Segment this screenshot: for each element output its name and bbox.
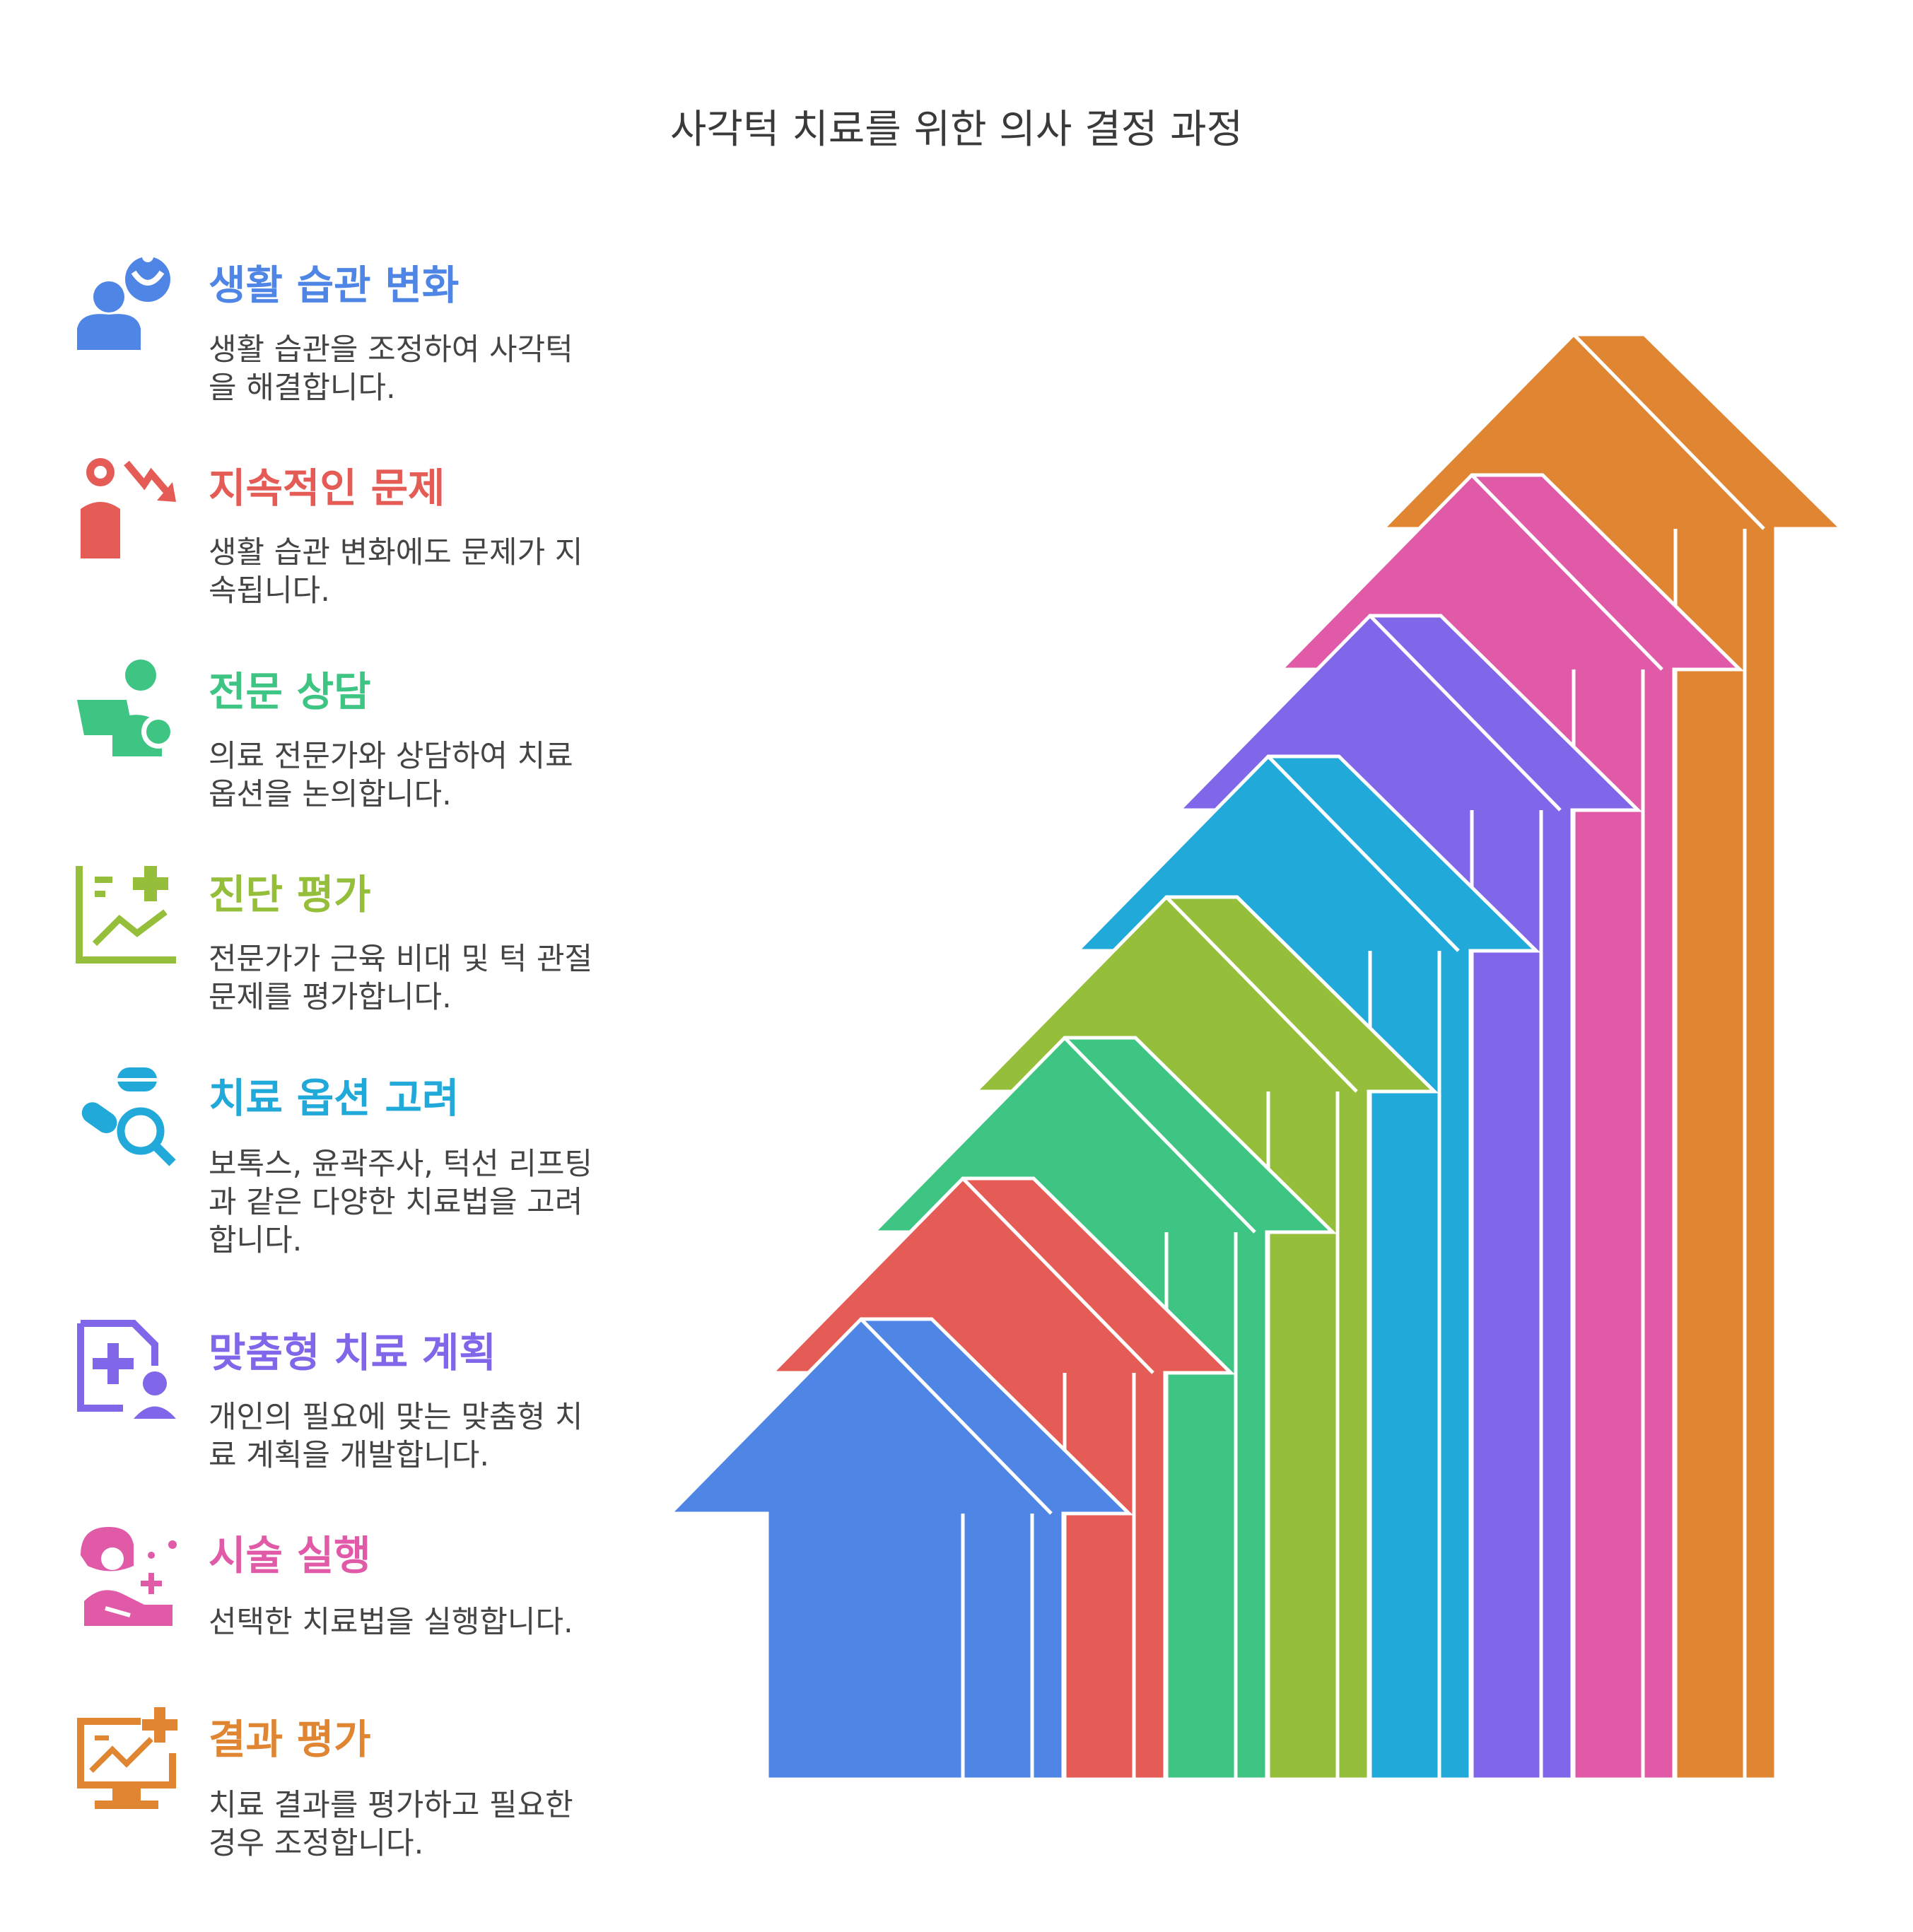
arrow-step-1 (666, 1317, 1134, 1781)
page-title: 사각턱 치료를 위한 의사 결정 과정 (669, 107, 1244, 153)
step-title: 치료 옵션 고려 (209, 1075, 460, 1122)
step-title: 진단 평가 (209, 872, 371, 918)
step-description: 선택한 치료법을 실행합니다. (209, 1605, 573, 1640)
pill-search-icon (81, 1067, 176, 1166)
arrow-divider-line (1369, 614, 1562, 812)
step-title: 시술 실행 (209, 1533, 371, 1579)
step-title: 맞춤형 치료 계획 (209, 1330, 496, 1376)
step-description: 전문가가 근육 비대 및 턱 관절 문제를 평가합니다. (209, 942, 593, 1015)
procedure-icon (81, 1527, 177, 1626)
arrow-divider-line (1267, 755, 1460, 952)
arrow-shape (666, 1317, 1134, 1781)
arrow-divider-line (1063, 1036, 1256, 1234)
arrow-divider-line (1470, 474, 1663, 671)
step-description: 개인의 필요에 맞는 맞춤형 치 료 계획을 개발합니다. (209, 1400, 583, 1473)
arrow-divider-line (961, 1177, 1154, 1374)
arrow-divider-line (1165, 896, 1358, 1093)
result-monitor-icon (77, 1707, 177, 1809)
person-thinking-icon (77, 251, 170, 350)
step-title: 지속적인 문제 (209, 465, 445, 512)
step-description: 보톡스, 윤곽주사, 턱선 리프팅 과 같은 다양한 치료법을 고려 합니다. (209, 1147, 593, 1258)
arrow-divider-line (1572, 333, 1765, 530)
step-description: 치료 결과를 평가하고 필요한 경우 조정합니다. (209, 1788, 573, 1861)
arrow-divider-line (860, 1318, 1053, 1515)
step-description: 의료 전문가와 상담하여 치료 옵션을 논의합니다. (209, 739, 573, 812)
diagnostic-chart-icon (76, 866, 176, 964)
step-title: 생활 습관 변화 (209, 262, 460, 309)
step-title: 전문 상담 (209, 669, 371, 715)
medical-plan-icon (77, 1320, 176, 1419)
step-title: 결과 평가 (209, 1716, 371, 1763)
person-decline-icon (81, 458, 176, 558)
step-description: 생활 습관 변화에도 문제가 지 속됩니다. (209, 535, 583, 609)
consultation-icon (77, 660, 175, 756)
step-description: 생활 습관을 조정하여 사각턱 을 해결합니다. (209, 332, 573, 406)
